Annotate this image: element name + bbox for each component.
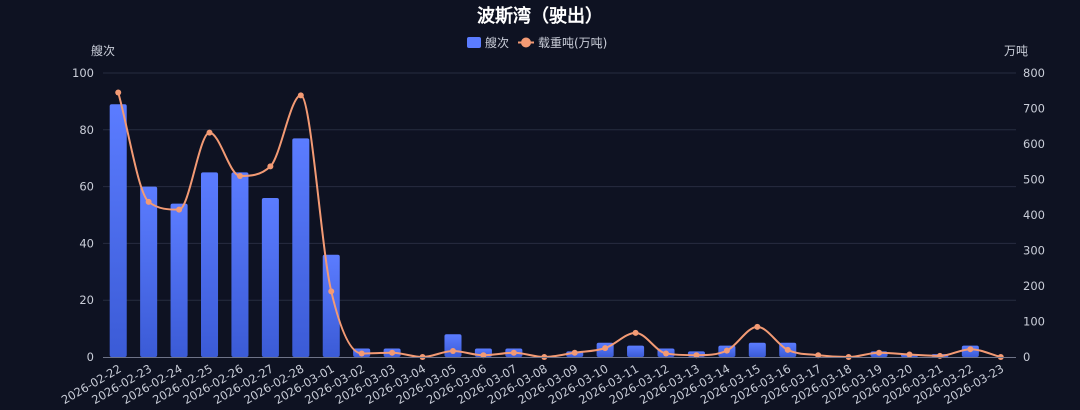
bar-2026-02-24[interactable]	[170, 203, 188, 357]
legend-item-line[interactable]: 载重吨(万吨)	[518, 36, 607, 50]
right-axis-unit: 万吨	[1004, 44, 1028, 58]
left-y-tick-label: 60	[79, 180, 94, 194]
line-point-2026-03-21[interactable]	[936, 352, 943, 359]
line-point-2026-03-16[interactable]	[784, 346, 791, 353]
left-y-tick-label: 80	[79, 123, 94, 137]
line-point-2026-02-27[interactable]	[267, 163, 274, 170]
right-y-tick-label: 100	[1023, 315, 1045, 329]
bar-2026-02-25[interactable]	[200, 172, 219, 357]
bar-2026-03-01[interactable]	[322, 254, 340, 357]
line-point-2026-03-20[interactable]	[906, 351, 913, 358]
line-point-2026-03-22[interactable]	[967, 346, 974, 353]
line-point-2026-03-09[interactable]	[571, 349, 578, 356]
line-point-2026-03-13[interactable]	[693, 352, 700, 359]
line-point-2026-03-06[interactable]	[480, 352, 487, 359]
bar-2026-02-23[interactable]	[140, 186, 158, 357]
line-point-2026-02-23[interactable]	[145, 198, 152, 205]
grid-lines	[103, 72, 1016, 301]
x-axis: 2026-02-222026-02-232026-02-242026-02-25…	[59, 357, 1016, 407]
line-point-2026-03-03[interactable]	[389, 349, 396, 356]
line-point-2026-03-17[interactable]	[815, 352, 822, 359]
right-y-tick-label: 400	[1023, 208, 1045, 222]
bar-2026-02-26[interactable]	[231, 172, 249, 357]
chart-title: 波斯湾（驶出）	[477, 5, 603, 27]
legend[interactable]: 艘次 载重吨(万吨)	[467, 35, 607, 50]
tonnage-line	[117, 92, 1002, 359]
line-point-2026-03-15[interactable]	[754, 323, 761, 330]
left-y-tick-label: 20	[79, 293, 94, 307]
bar-2026-03-11[interactable]	[627, 345, 645, 357]
right-y-tick-label: 0	[1023, 350, 1030, 364]
legend-bar-label: 艘次	[485, 35, 509, 50]
line-point-2026-02-25[interactable]	[206, 129, 213, 136]
bar-2026-02-27[interactable]	[261, 197, 279, 357]
line-point-2026-02-24[interactable]	[176, 206, 183, 213]
left-y-tick-label: 0	[87, 350, 94, 364]
line-point-2026-02-22[interactable]	[115, 89, 122, 96]
line-point-2026-03-07[interactable]	[510, 349, 517, 356]
line-point-2026-02-28[interactable]	[297, 92, 304, 99]
line-point-2026-03-12[interactable]	[663, 350, 670, 357]
right-axis: 0 100 200 300 400 500 600 700 800	[1023, 66, 1045, 364]
legend-line-label: 载重吨(万吨)	[538, 36, 607, 50]
line-point-2026-03-10[interactable]	[602, 345, 609, 352]
right-y-tick-label: 200	[1023, 279, 1045, 293]
bar-series	[109, 104, 979, 358]
legend-bar-swatch	[467, 37, 481, 48]
line-point-2026-03-05[interactable]	[449, 347, 456, 354]
legend-line-marker	[521, 37, 531, 48]
right-y-tick-label: 300	[1023, 244, 1045, 258]
line-point-2026-03-11[interactable]	[632, 329, 639, 336]
line-point-2026-03-19[interactable]	[876, 349, 883, 356]
left-axis: 0 20 40 60 80 100	[72, 66, 94, 364]
left-y-tick-label: 40	[79, 236, 94, 250]
right-y-tick-label: 500	[1023, 173, 1045, 187]
left-axis-unit: 艘次	[91, 43, 115, 58]
line-point-2026-02-26[interactable]	[236, 172, 243, 179]
bar-2026-02-28[interactable]	[292, 138, 310, 357]
line-point-2026-03-14[interactable]	[723, 347, 730, 354]
bar-2026-02-22[interactable]	[109, 104, 127, 358]
line-point-2026-03-02[interactable]	[358, 350, 365, 357]
right-y-tick-label: 700	[1023, 102, 1045, 116]
right-y-tick-label: 800	[1023, 66, 1045, 80]
left-y-tick-label: 100	[72, 66, 94, 80]
legend-item-bar[interactable]: 艘次	[467, 35, 509, 50]
bar-2026-03-15[interactable]	[748, 342, 766, 357]
line-point-2026-03-01[interactable]	[328, 288, 335, 295]
right-y-tick-label: 600	[1023, 137, 1045, 151]
